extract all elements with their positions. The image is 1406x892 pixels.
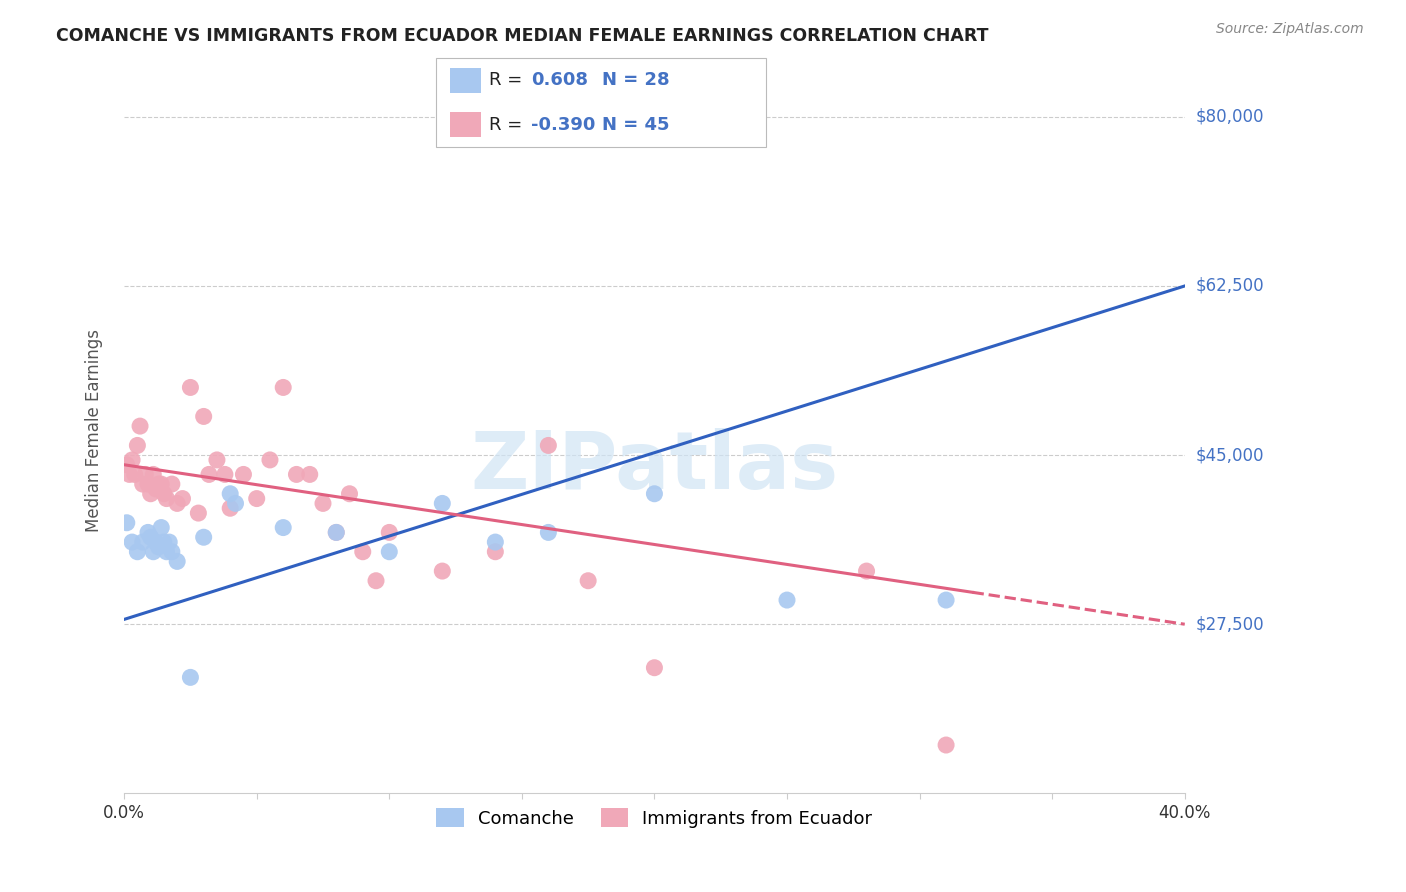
Point	[364, 574, 387, 588]
Point	[935, 738, 957, 752]
Point	[139, 487, 162, 501]
Point	[134, 467, 156, 482]
Point	[172, 491, 194, 506]
Point	[271, 380, 294, 394]
Text: $62,500: $62,500	[1197, 277, 1264, 295]
Point	[432, 496, 454, 510]
Point	[205, 453, 228, 467]
Point	[432, 564, 454, 578]
Text: 0.608: 0.608	[531, 71, 589, 89]
Point	[271, 520, 294, 534]
Point	[115, 516, 138, 530]
Point	[484, 545, 506, 559]
Text: R =: R =	[489, 116, 529, 134]
Point	[115, 458, 138, 472]
Text: -0.390: -0.390	[531, 116, 596, 134]
Point	[136, 525, 159, 540]
Text: $80,000: $80,000	[1197, 108, 1264, 126]
Point	[160, 477, 183, 491]
Point	[136, 477, 159, 491]
Point	[166, 554, 188, 568]
Point	[298, 467, 321, 482]
Point	[576, 574, 599, 588]
Point	[129, 419, 152, 434]
Point	[150, 477, 173, 491]
Point	[127, 438, 149, 452]
Point	[166, 496, 188, 510]
Point	[157, 535, 180, 549]
Text: Source: ZipAtlas.com: Source: ZipAtlas.com	[1216, 22, 1364, 37]
Point	[145, 482, 167, 496]
Point	[643, 487, 665, 501]
Point	[224, 496, 246, 510]
Point	[139, 530, 162, 544]
Point	[325, 525, 347, 540]
Point	[153, 535, 176, 549]
Point	[150, 520, 173, 534]
Point	[193, 530, 215, 544]
Point	[193, 409, 215, 424]
Point	[187, 506, 209, 520]
Point	[153, 487, 176, 501]
Text: R =: R =	[489, 71, 529, 89]
Point	[378, 545, 401, 559]
Point	[246, 491, 269, 506]
Point	[148, 477, 170, 491]
Point	[148, 540, 170, 554]
Point	[160, 545, 183, 559]
Point	[219, 501, 242, 516]
Point	[232, 467, 254, 482]
Point	[131, 477, 153, 491]
Point	[142, 545, 165, 559]
Point	[219, 487, 242, 501]
Point	[127, 545, 149, 559]
Point	[537, 525, 560, 540]
Y-axis label: Median Female Earnings: Median Female Earnings	[86, 329, 103, 533]
Point	[118, 467, 141, 482]
Point	[312, 496, 335, 510]
Text: N = 28: N = 28	[602, 71, 669, 89]
Point	[537, 438, 560, 452]
Point	[179, 380, 201, 394]
Point	[259, 453, 281, 467]
Point	[325, 525, 347, 540]
Text: $45,000: $45,000	[1197, 446, 1264, 464]
Text: COMANCHE VS IMMIGRANTS FROM ECUADOR MEDIAN FEMALE EARNINGS CORRELATION CHART: COMANCHE VS IMMIGRANTS FROM ECUADOR MEDI…	[56, 27, 988, 45]
Point	[935, 593, 957, 607]
Point	[214, 467, 236, 482]
Point	[285, 467, 308, 482]
Legend: Comanche, Immigrants from Ecuador: Comanche, Immigrants from Ecuador	[429, 801, 880, 835]
Point	[121, 535, 143, 549]
Point	[142, 467, 165, 482]
Point	[145, 535, 167, 549]
Text: ZIPatlas: ZIPatlas	[470, 428, 838, 506]
Point	[131, 535, 153, 549]
Point	[198, 467, 221, 482]
Point	[352, 545, 374, 559]
Point	[378, 525, 401, 540]
Point	[179, 670, 201, 684]
Point	[776, 593, 799, 607]
Point	[155, 491, 177, 506]
Point	[121, 453, 143, 467]
Point	[124, 467, 146, 482]
Text: $27,500: $27,500	[1197, 615, 1264, 633]
Point	[155, 545, 177, 559]
Text: N = 45: N = 45	[602, 116, 669, 134]
Point	[855, 564, 877, 578]
Point	[339, 487, 361, 501]
Point	[484, 535, 506, 549]
Point	[643, 661, 665, 675]
